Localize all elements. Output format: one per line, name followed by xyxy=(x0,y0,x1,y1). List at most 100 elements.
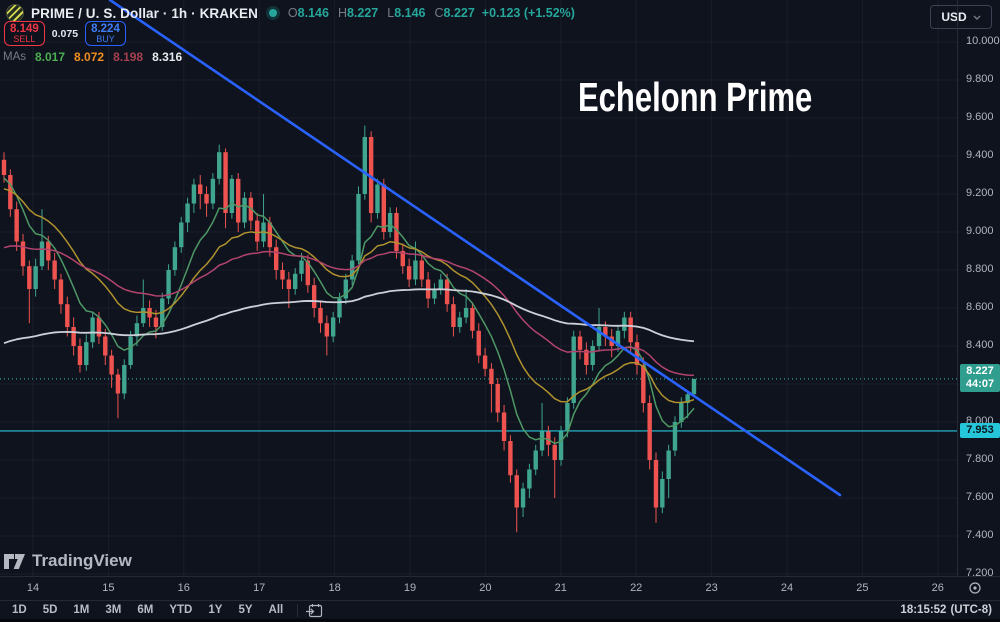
alert-price-label: 7.953 xyxy=(960,422,1000,438)
price-tick-9.000: 9.000 xyxy=(966,225,994,237)
candle-body xyxy=(628,317,633,343)
candle-body xyxy=(463,308,469,318)
price-axis[interactable]: 10.000 9.800 9.600 9.400 9.200 9.000 8.800 8.60… xyxy=(957,0,1000,579)
range-button-3m[interactable]: 3M xyxy=(105,604,122,616)
candle-body xyxy=(565,403,570,432)
spread-value: 0.075 xyxy=(51,27,79,40)
candle-body xyxy=(546,431,551,445)
range-buttons: 1D 5D 1M 3M 6M YTD 1Y 5Y All xyxy=(0,603,289,617)
candle-body xyxy=(77,346,83,365)
candlestick-chart[interactable] xyxy=(0,0,957,576)
candle-body xyxy=(305,260,311,286)
range-button-5y[interactable]: 5Y xyxy=(238,604,253,616)
candle-body xyxy=(172,247,178,270)
sell-button[interactable]: 8.149 SELL xyxy=(4,21,45,46)
candle-body xyxy=(641,365,646,403)
open-value: 8.146 xyxy=(297,6,329,20)
goto-date-button[interactable] xyxy=(306,603,323,618)
candle-body xyxy=(210,178,216,204)
currency-button[interactable]: USD xyxy=(930,5,992,29)
target-icon[interactable] xyxy=(968,581,982,600)
range-button-6m[interactable]: 6M xyxy=(137,604,154,616)
candle-body xyxy=(470,308,475,331)
range-button-5d[interactable]: 5D xyxy=(42,604,58,616)
candle-body xyxy=(185,203,190,223)
currency-label: USD xyxy=(941,10,967,24)
candle-body xyxy=(406,266,412,280)
range-button-1y[interactable]: 1Y xyxy=(208,604,223,616)
watermark-text: Echelonn Prime xyxy=(578,74,813,121)
buy-button[interactable]: 8.224 BUY xyxy=(85,21,126,46)
range-button-1m[interactable]: 1M xyxy=(73,604,90,616)
price-tick-10.000: 10.000 xyxy=(966,35,1000,47)
sell-price: 8.149 xyxy=(10,22,39,35)
candle-body xyxy=(501,412,507,441)
candle-body xyxy=(103,336,108,356)
range-button-all[interactable]: All xyxy=(268,604,284,616)
candle-body xyxy=(432,289,437,299)
candle-body xyxy=(1,159,7,175)
clock-timezone-button[interactable]: 18:15:52 (UTC-8) xyxy=(900,604,1000,616)
ma-long-line[interactable] xyxy=(3,288,695,345)
candle-body xyxy=(596,327,602,346)
ma-legend-values: 8.017 8.072 8.198 8.316 xyxy=(35,50,182,64)
candle-body xyxy=(419,260,424,280)
candle-body xyxy=(179,222,184,248)
ma-fast-line[interactable] xyxy=(3,177,695,445)
ohlc-readout: O8.146 H8.227 L8.146 C8.227 xyxy=(288,6,475,20)
day-label-19: 19 xyxy=(403,582,417,594)
tradingview-logo[interactable]: TradingView xyxy=(4,551,132,571)
candle-body xyxy=(292,273,298,289)
candle-body xyxy=(672,422,678,451)
candle-body xyxy=(236,178,241,223)
ma-value-3: 8.198 xyxy=(113,50,144,64)
candle-body xyxy=(413,260,418,280)
price-tick-9.400: 9.400 xyxy=(966,149,994,161)
day-label-17: 17 xyxy=(253,582,266,594)
price-tick-8.800: 8.800 xyxy=(966,263,994,275)
candle-body xyxy=(273,247,279,270)
change-value: +0.123 (+1.52%) xyxy=(481,6,575,20)
candle-body xyxy=(634,342,640,365)
candle-body xyxy=(489,368,494,384)
ma-slow-line[interactable] xyxy=(3,245,694,376)
candle-body xyxy=(58,279,64,305)
candle-body xyxy=(356,194,361,261)
candle-body xyxy=(438,279,443,289)
day-label-22: 22 xyxy=(630,582,643,594)
day-label-14: 14 xyxy=(26,582,40,594)
candle-body xyxy=(255,220,260,242)
price-tick-8.600: 8.600 xyxy=(966,301,994,313)
candle-body xyxy=(615,330,621,346)
day-label-26: 26 xyxy=(931,582,944,594)
calendar-icon xyxy=(306,603,323,617)
candle-body xyxy=(552,444,557,460)
chart-plot-area[interactable]: Echelonn Prime xyxy=(0,0,957,576)
candle-body xyxy=(14,209,19,242)
symbol-title[interactable]: PRIME / U. S. Dollar · 1h · KRAKEN xyxy=(31,5,258,21)
range-button-ytd[interactable]: YTD xyxy=(169,604,193,616)
candle-body xyxy=(128,336,133,365)
candle-body xyxy=(476,330,481,356)
candle-body xyxy=(337,298,342,318)
prime-coin-icon xyxy=(6,4,24,22)
candle-body xyxy=(286,279,292,289)
last-price-label: 8.227 44:07 xyxy=(960,363,1000,392)
candle-body xyxy=(122,365,127,394)
ma-medium-line[interactable] xyxy=(3,188,695,404)
ma-value-2: 8.072 xyxy=(74,50,105,64)
price-tick-7.800: 7.800 xyxy=(966,453,994,465)
high-label: H xyxy=(337,6,347,20)
market-status-dot-icon[interactable] xyxy=(268,9,277,17)
trendline[interactable] xyxy=(108,0,842,497)
candle-body xyxy=(223,152,228,213)
candle-body xyxy=(457,317,462,327)
candle-body xyxy=(520,488,526,508)
candle-body xyxy=(400,251,405,267)
ma-legend[interactable]: MAs 8.017 8.072 8.198 8.316 xyxy=(3,50,182,64)
range-button-1d[interactable]: 1D xyxy=(12,604,27,616)
candle-body xyxy=(324,323,330,337)
day-label-25: 25 xyxy=(856,582,869,594)
time-axis[interactable]: 14 15 16 17 18 19 20 21 22 23 24 25 26 xyxy=(0,576,1000,600)
day-label-21: 21 xyxy=(554,582,567,594)
